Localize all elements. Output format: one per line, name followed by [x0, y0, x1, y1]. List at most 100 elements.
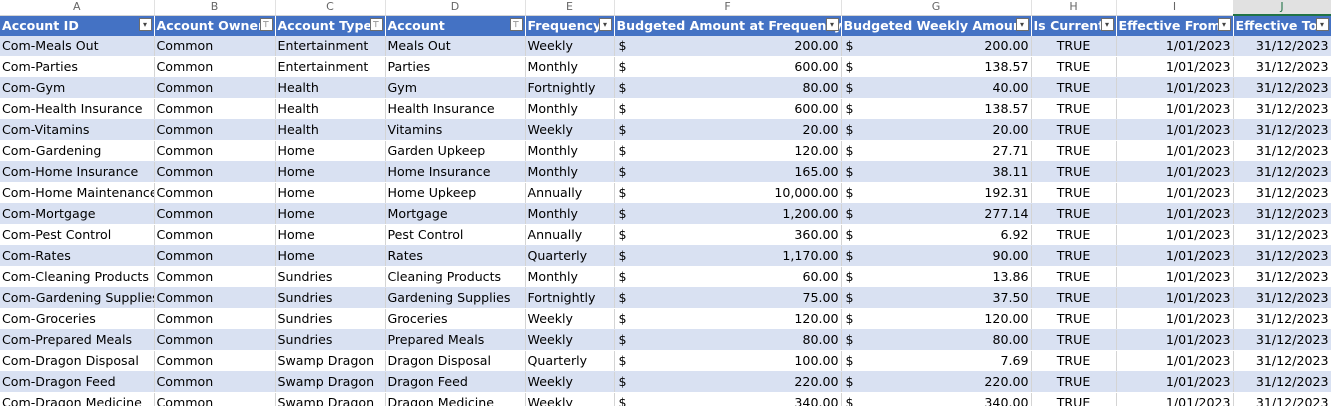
table-cell[interactable]: Mortgage [385, 203, 526, 225]
table-cell[interactable]: Home [275, 161, 386, 183]
header-cell[interactable]: Frequency ▾ [525, 15, 615, 36]
table-cell[interactable]: 31/12/2023 [1233, 98, 1331, 120]
table-cell[interactable]: Swamp Dragon [275, 350, 386, 372]
table-cell[interactable]: $20.00 [614, 119, 842, 141]
table-cell[interactable]: 1/01/2023 [1116, 392, 1234, 406]
filter-dropdown-icon[interactable]: ▾ [825, 17, 839, 31]
filter-dropdown-icon[interactable]: ▾ [1015, 17, 1029, 31]
table-cell[interactable]: TRUE [1031, 266, 1117, 288]
table-cell[interactable]: Home [275, 203, 386, 225]
filter-dropdown-icon[interactable]: ⊤ [509, 17, 523, 31]
header-cell[interactable]: Effective To ▾ [1233, 15, 1331, 36]
table-cell[interactable]: 1/01/2023 [1116, 266, 1234, 288]
table-cell[interactable]: Com-Dragon Disposal [0, 350, 155, 372]
table-cell[interactable]: Gym [385, 77, 526, 99]
table-cell[interactable]: 31/12/2023 [1233, 287, 1331, 309]
filter-dropdown-icon[interactable]: ⊤ [369, 17, 383, 31]
filter-dropdown-icon[interactable]: ▾ [598, 17, 612, 31]
table-cell[interactable]: Pest Control [385, 224, 526, 246]
table-cell[interactable]: Common [154, 350, 276, 372]
table-cell[interactable]: Monthly [525, 140, 615, 162]
table-cell[interactable]: Common [154, 287, 276, 309]
table-cell[interactable]: Garden Upkeep [385, 140, 526, 162]
table-cell[interactable]: Com-Dragon Medicine [0, 392, 155, 406]
table-cell[interactable]: 31/12/2023 [1233, 329, 1331, 351]
table-cell[interactable]: Com-Meals Out [0, 36, 155, 57]
filter-dropdown-icon[interactable]: ▾ [138, 17, 152, 31]
table-cell[interactable]: Com-Vitamins [0, 119, 155, 141]
table-cell[interactable]: $200.00 [614, 36, 842, 57]
table-cell[interactable]: 1/01/2023 [1116, 287, 1234, 309]
table-cell[interactable]: $1,170.00 [614, 245, 842, 267]
table-cell[interactable]: 1/01/2023 [1116, 245, 1234, 267]
table-cell[interactable]: Health [275, 119, 386, 141]
table-cell[interactable]: Home [275, 224, 386, 246]
table-cell[interactable]: Fortnightly [525, 77, 615, 99]
table-cell[interactable]: 31/12/2023 [1233, 77, 1331, 99]
table-cell[interactable]: Dragon Feed [385, 371, 526, 393]
table-cell[interactable]: $100.00 [614, 350, 842, 372]
table-cell[interactable]: Gardening Supplies [385, 287, 526, 309]
table-cell[interactable]: Prepared Meals [385, 329, 526, 351]
table-cell[interactable]: $13.86 [841, 266, 1032, 288]
table-cell[interactable]: 31/12/2023 [1233, 203, 1331, 225]
table-cell[interactable]: Meals Out [385, 36, 526, 57]
table-cell[interactable]: Common [154, 77, 276, 99]
table-cell[interactable]: 1/01/2023 [1116, 98, 1234, 120]
table-cell[interactable]: Home [275, 245, 386, 267]
table-cell[interactable]: Weekly [525, 392, 615, 406]
table-cell[interactable]: 1/01/2023 [1116, 224, 1234, 246]
table-cell[interactable]: Rates [385, 245, 526, 267]
table-cell[interactable]: Common [154, 224, 276, 246]
column-letter-h[interactable]: H [1031, 0, 1117, 16]
table-cell[interactable]: Dragon Disposal [385, 350, 526, 372]
table-cell[interactable]: Common [154, 119, 276, 141]
table-cell[interactable]: 1/01/2023 [1116, 161, 1234, 183]
header-cell[interactable]: Effective From ▾ [1116, 15, 1234, 36]
table-cell[interactable]: TRUE [1031, 329, 1117, 351]
table-cell[interactable]: $27.71 [841, 140, 1032, 162]
table-cell[interactable]: Entertainment [275, 56, 386, 78]
table-cell[interactable]: 31/12/2023 [1233, 308, 1331, 330]
table-cell[interactable]: Common [154, 329, 276, 351]
table-cell[interactable]: $340.00 [841, 392, 1032, 406]
table-cell[interactable]: Fortnightly [525, 287, 615, 309]
table-cell[interactable]: 31/12/2023 [1233, 56, 1331, 78]
table-cell[interactable]: TRUE [1031, 371, 1117, 393]
table-cell[interactable]: TRUE [1031, 119, 1117, 141]
table-cell[interactable]: Swamp Dragon [275, 392, 386, 406]
table-cell[interactable]: Home Upkeep [385, 182, 526, 204]
column-letter-f[interactable]: F [614, 0, 842, 16]
table-cell[interactable]: 31/12/2023 [1233, 161, 1331, 183]
header-cell[interactable]: Budgeted Weekly Amount ▾ [841, 15, 1032, 36]
table-cell[interactable]: TRUE [1031, 203, 1117, 225]
table-cell[interactable]: Weekly [525, 329, 615, 351]
filter-dropdown-icon[interactable]: ▾ [1217, 17, 1231, 31]
table-cell[interactable]: TRUE [1031, 224, 1117, 246]
header-cell[interactable]: Account ID ▾ [0, 15, 155, 36]
table-cell[interactable]: TRUE [1031, 140, 1117, 162]
table-cell[interactable]: Common [154, 308, 276, 330]
table-cell[interactable]: 1/01/2023 [1116, 308, 1234, 330]
column-letter-g[interactable]: G [841, 0, 1032, 16]
table-cell[interactable]: $80.00 [841, 329, 1032, 351]
table-cell[interactable]: Weekly [525, 371, 615, 393]
table-cell[interactable]: Common [154, 245, 276, 267]
table-cell[interactable]: $38.11 [841, 161, 1032, 183]
table-cell[interactable]: Home [275, 140, 386, 162]
table-cell[interactable]: $600.00 [614, 98, 842, 120]
table-cell[interactable]: $277.14 [841, 203, 1032, 225]
table-cell[interactable]: $6.92 [841, 224, 1032, 246]
table-cell[interactable]: 1/01/2023 [1116, 36, 1234, 57]
column-letter-d[interactable]: D [385, 0, 526, 16]
table-cell[interactable]: Entertainment [275, 36, 386, 57]
table-cell[interactable]: Com-Home Maintenance [0, 182, 155, 204]
table-cell[interactable]: Swamp Dragon [275, 371, 386, 393]
table-cell[interactable]: Sundries [275, 266, 386, 288]
table-cell[interactable]: $340.00 [614, 392, 842, 406]
column-letter-a[interactable]: A [0, 0, 155, 16]
filter-dropdown-icon[interactable]: ▾ [1100, 17, 1114, 31]
table-cell[interactable]: Parties [385, 56, 526, 78]
table-cell[interactable]: $40.00 [841, 77, 1032, 99]
table-cell[interactable]: Health [275, 98, 386, 120]
